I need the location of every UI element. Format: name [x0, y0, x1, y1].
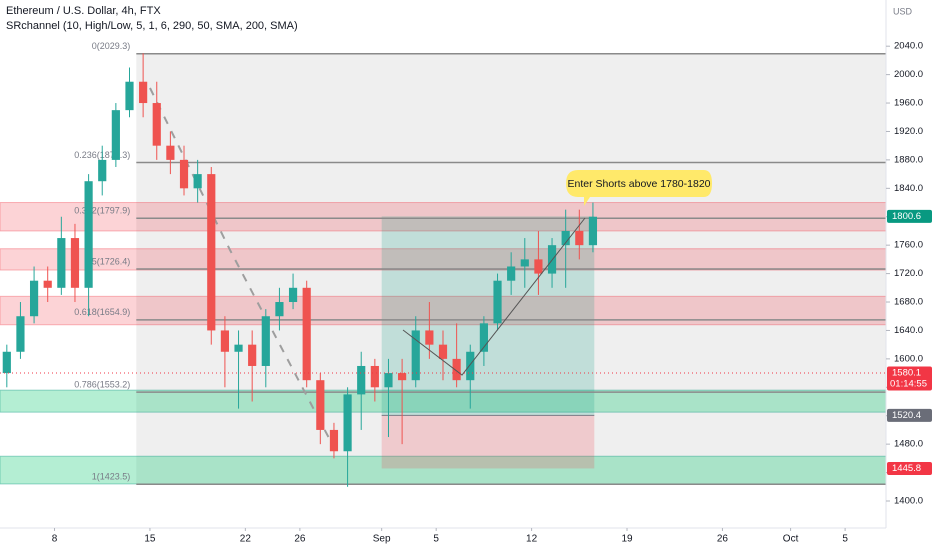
- candle-body: [343, 394, 352, 452]
- candle-body: [575, 230, 584, 246]
- fib-label: 0.5(1726.4): [84, 256, 130, 266]
- candle-body: [329, 429, 339, 452]
- candle-body: [534, 259, 543, 274]
- x-tick-label: Oct: [783, 534, 799, 545]
- projection-line: [149, 87, 331, 441]
- candle-body: [507, 266, 516, 281]
- candle-body: [466, 351, 475, 381]
- candle-body: [438, 344, 448, 359]
- fib-label: 0.382(1797.9): [74, 206, 130, 216]
- y-tick-label: 1680.0: [894, 297, 923, 308]
- y-tick-label: 1600.0: [894, 353, 923, 364]
- candle-body: [125, 81, 134, 111]
- candle-body: [370, 365, 379, 388]
- candle-body: [70, 238, 80, 288]
- x-tick-label: Sep: [373, 534, 391, 545]
- candle-body: [302, 287, 311, 381]
- price-label: 1580.1: [892, 368, 921, 379]
- candle-body: [166, 145, 175, 160]
- price-label-bg: [887, 366, 932, 391]
- x-tick-label: 26: [717, 534, 729, 545]
- x-tick-label: 22: [240, 534, 252, 545]
- currency-label: USD: [893, 6, 913, 16]
- price-label-bg: [887, 408, 932, 422]
- candle-body: [561, 230, 570, 246]
- candle-body: [288, 287, 298, 303]
- chart-title: Ethereum / U.S. Dollar, 4h, FTX: [6, 5, 161, 17]
- indicator-label: SRchannel (10, High/Low, 5, 1, 6, 290, 5…: [6, 20, 298, 32]
- x-tick-label: 15: [144, 534, 156, 545]
- candle-body: [98, 159, 107, 182]
- fib-label: 0.618(1654.9): [74, 307, 130, 317]
- x-tick-label: 5: [433, 534, 439, 545]
- candle-body: [57, 238, 66, 288]
- candle-body: [84, 181, 93, 288]
- candle-body: [193, 174, 202, 189]
- candle-body: [179, 159, 189, 189]
- y-tick-label: 1640.0: [894, 325, 923, 336]
- price-label: 1800.6: [892, 211, 921, 222]
- y-tick-label: 1480.0: [894, 439, 923, 450]
- y-tick-label: 1840.0: [894, 183, 923, 194]
- candle-body: [29, 280, 39, 317]
- x-tick-label: 19: [621, 534, 633, 545]
- candle-body: [520, 259, 529, 267]
- fib-label: 0(2029.3): [92, 41, 131, 51]
- candle-body: [261, 316, 270, 366]
- candle-body: [384, 373, 393, 388]
- candle-body: [234, 344, 243, 352]
- x-tick-label: 8: [52, 534, 58, 545]
- candle-body: [588, 216, 598, 246]
- candle-body: [398, 373, 407, 381]
- fib-label: 0.786(1553.2): [74, 380, 130, 390]
- y-tick-label: 2000.0: [894, 69, 923, 80]
- price-countdown: 01:14:55: [890, 379, 927, 390]
- candle-body: [152, 103, 161, 146]
- callout-text: Enter Shorts above 1780-1820: [567, 178, 710, 190]
- candle-body: [2, 351, 11, 374]
- candle-body: [316, 380, 325, 430]
- candle-body: [248, 344, 257, 366]
- y-tick-label: 1760.0: [894, 240, 923, 251]
- trend-path: [402, 217, 586, 376]
- price-label-bg: [887, 461, 932, 475]
- position-stop: [381, 415, 595, 469]
- candle-body: [479, 323, 488, 352]
- price-label-bg: [887, 209, 932, 223]
- y-tick-label: 1880.0: [894, 154, 923, 165]
- x-tick-label: 5: [842, 534, 848, 545]
- candle-body: [220, 330, 229, 352]
- y-tick-label: 1720.0: [894, 268, 923, 279]
- x-tick-label: 26: [294, 534, 306, 545]
- callout-bubble: [566, 170, 712, 206]
- price-label: 1445.8: [892, 463, 921, 474]
- candle-body: [207, 174, 216, 331]
- fib-label: 1(1423.5): [92, 472, 131, 482]
- candle-body: [111, 110, 120, 160]
- candle-body: [425, 330, 434, 345]
- y-tick-label: 1960.0: [894, 98, 923, 109]
- y-tick-label: 1920.0: [894, 126, 923, 137]
- candle-body: [43, 280, 52, 288]
- resistance-zone: [0, 202, 887, 232]
- x-tick-label: 12: [526, 534, 538, 545]
- plot-area: 0(2029.3)0.236(1876.3)0.382(1797.9)0.5(1…: [0, 41, 887, 487]
- candle-body: [411, 330, 420, 381]
- price-label: 1520.4: [892, 410, 921, 421]
- candle-body: [493, 280, 502, 324]
- position-target: [381, 216, 595, 416]
- candle-body: [139, 81, 148, 104]
- candle-body: [452, 358, 461, 381]
- candle-body: [275, 302, 284, 317]
- candle-body: [357, 365, 366, 395]
- y-tick-label: 1400.0: [894, 496, 923, 507]
- y-tick-label: 2040.0: [894, 41, 923, 52]
- candle-body: [16, 316, 25, 352]
